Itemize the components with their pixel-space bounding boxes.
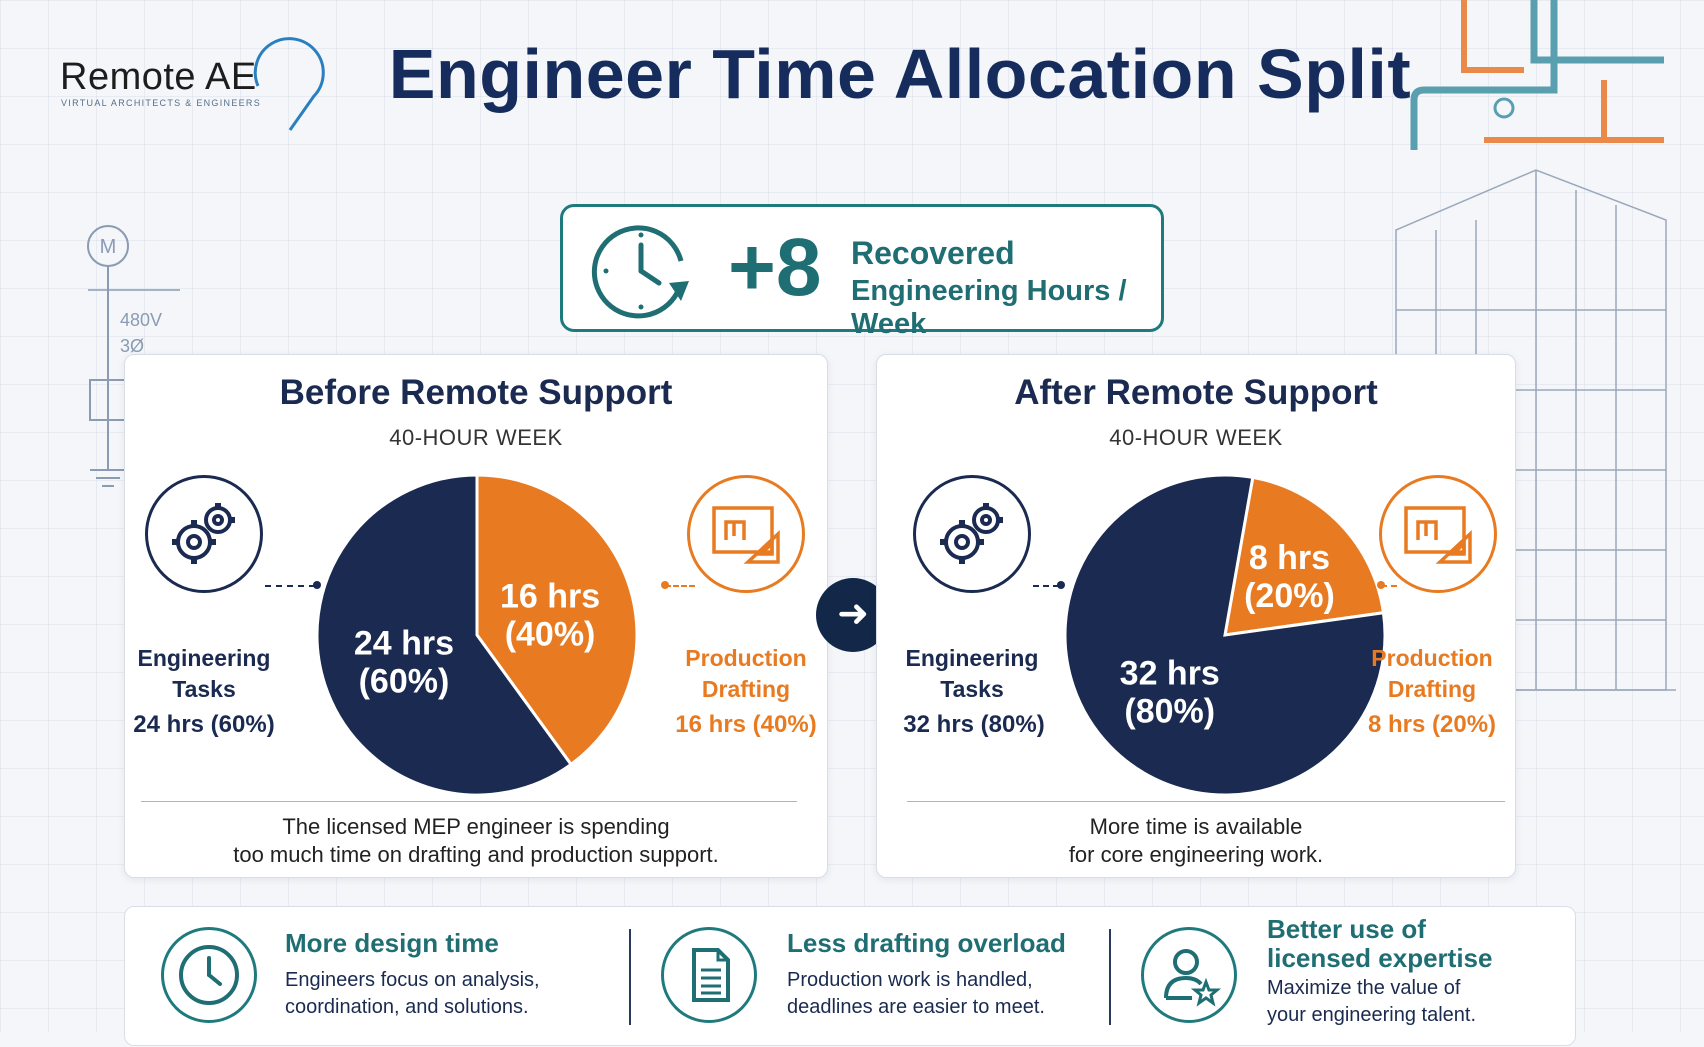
piping-decoration bbox=[1410, 0, 1664, 150]
drafting-blueprint-icon bbox=[687, 475, 805, 593]
after-slice-production bbox=[1223, 475, 1386, 637]
benefit-licensed-expertise: Better use of licensed expertise Maximiz… bbox=[1141, 907, 1561, 1047]
before-pie-chart: 16 hrs(40%) 24 hrs(60%) bbox=[315, 473, 639, 797]
benefit-text-line1: Engineers focus on analysis, bbox=[285, 969, 540, 991]
document-icon bbox=[661, 927, 757, 1023]
voltage-label: 480V bbox=[120, 310, 162, 330]
before-panel: Before Remote Support 40-HOUR WEEK Engin… bbox=[124, 354, 828, 878]
hours-per-week-label: Engineering Hours / Week bbox=[851, 275, 1127, 340]
after-engineering-label: Engineering Tasks bbox=[887, 643, 1057, 705]
before-engineering-value: 24 hrs (60%) bbox=[133, 711, 275, 738]
after-production-label-line2: Drafting bbox=[1387, 676, 1477, 702]
before-divider bbox=[141, 801, 797, 802]
phase-label: 3Ø bbox=[120, 336, 144, 356]
after-caption-line2: for core engineering work. bbox=[1068, 842, 1324, 867]
page-title: Engineer Time Allocation Split bbox=[388, 35, 1412, 113]
after-slice-hours-label: 32 hrs bbox=[1120, 654, 1220, 692]
clock-refresh-icon bbox=[591, 225, 689, 319]
recovered-label: Recovered bbox=[851, 235, 1015, 271]
clock-icon bbox=[161, 927, 257, 1023]
benefit-heading-line1: Better use of bbox=[1267, 914, 1426, 944]
benefit-heading-line2: licensed expertise bbox=[1267, 943, 1493, 973]
benefits-bar: More design time Engineers focus on anal… bbox=[124, 906, 1576, 1046]
motor-label: M bbox=[100, 236, 117, 258]
before-caption-line2: too much time on drafting and production… bbox=[233, 842, 719, 867]
engineering-gears-icon bbox=[145, 475, 263, 593]
after-engineering-label-line2: Tasks bbox=[940, 676, 1004, 702]
production-connector bbox=[1381, 585, 1397, 587]
before-engineering-label: Engineering Tasks bbox=[119, 643, 289, 705]
benefit-heading: Less drafting overload bbox=[787, 928, 1066, 958]
benefit-text: Engineers focus on analysis, coordinatio… bbox=[285, 967, 540, 1021]
production-connector bbox=[665, 585, 695, 587]
after-production-label: Production Drafting bbox=[1347, 643, 1517, 705]
user-star-icon bbox=[1141, 927, 1237, 1023]
recovered-hours-banner: +8 Recovered Engineering Hours / Week bbox=[560, 204, 1164, 340]
engineering-connector bbox=[265, 585, 315, 587]
benefit-separator bbox=[1109, 929, 1111, 1025]
before-production-value: 16 hrs (40%) bbox=[675, 711, 817, 738]
after-production-label-line1: Production bbox=[1371, 645, 1493, 671]
after-slice-hours-label: 8 hrs bbox=[1249, 539, 1330, 577]
after-title: After Remote Support bbox=[1014, 373, 1378, 412]
after-caption: More time is available for core engineer… bbox=[877, 813, 1515, 869]
benefit-text-line2: your engineering talent. bbox=[1267, 1004, 1477, 1026]
before-engineering-label-line1: Engineering bbox=[137, 645, 271, 671]
engineering-connector bbox=[1033, 585, 1059, 587]
after-pie-chart: 8 hrs(20%) 32 hrs(80%) bbox=[1063, 473, 1387, 797]
after-engineering-value: 32 hrs (80%) bbox=[903, 711, 1045, 738]
after-panel: After Remote Support 40-HOUR WEEK Engine… bbox=[876, 354, 1516, 878]
benefit-heading: More design time bbox=[285, 928, 499, 958]
electrical-schematic-decoration: M 480V 3Ø bbox=[87, 225, 180, 487]
after-engineering-label-line1: Engineering bbox=[905, 645, 1039, 671]
production-connector-dot bbox=[661, 581, 669, 589]
before-subtitle: 40-HOUR WEEK bbox=[389, 425, 563, 450]
after-caption-line1: More time is available bbox=[1089, 814, 1303, 839]
after-slice-percent-label: (20%) bbox=[1244, 577, 1335, 615]
before-slice-hours-label: 24 hrs bbox=[354, 625, 454, 663]
location-pin-icon bbox=[253, 37, 325, 131]
before-slice-percent-label: (60%) bbox=[359, 663, 450, 701]
brand-tagline: VIRTUAL ARCHITECTS & ENGINEERS bbox=[61, 98, 262, 108]
brand-logo: Remote AE VIRTUAL ARCHITECTS & ENGINEERS bbox=[58, 37, 325, 148]
before-slice-hours-label: 16 hrs bbox=[500, 577, 600, 615]
benefit-text-line1: Maximize the value of bbox=[1267, 977, 1461, 999]
before-production-label-line1: Production bbox=[685, 645, 807, 671]
benefit-separator bbox=[629, 929, 631, 1025]
benefit-text-line1: Production work is handled, bbox=[787, 969, 1033, 991]
before-title: Before Remote Support bbox=[279, 373, 673, 412]
production-connector-dot bbox=[1377, 581, 1385, 589]
benefit-less-drafting: Less drafting overload Production work i… bbox=[661, 907, 1101, 1047]
benefit-text: Production work is handled, deadlines ar… bbox=[787, 967, 1045, 1021]
benefit-design-time: More design time Engineers focus on anal… bbox=[161, 907, 601, 1047]
after-production-value: 8 hrs (20%) bbox=[1367, 711, 1497, 738]
brand-name: Remote AE bbox=[60, 56, 257, 98]
benefit-text-line2: coordination, and solutions. bbox=[285, 996, 529, 1018]
before-production-label: Production Drafting bbox=[661, 643, 831, 705]
after-subtitle: 40-HOUR WEEK bbox=[1109, 425, 1283, 450]
after-divider bbox=[907, 801, 1505, 802]
before-slice-engineering bbox=[315, 473, 574, 797]
engineering-connector-dot bbox=[313, 581, 321, 589]
benefit-text: Maximize the value of your engineering t… bbox=[1267, 975, 1476, 1029]
before-caption: The licensed MEP engineer is spending to… bbox=[125, 813, 827, 869]
before-slice-production bbox=[475, 473, 639, 767]
before-slice-percent-label: (40%) bbox=[505, 615, 596, 653]
benefit-heading: Better use of licensed expertise bbox=[1267, 915, 1492, 973]
before-caption-line1: The licensed MEP engineer is spending bbox=[282, 814, 670, 839]
engineering-connector-dot bbox=[1057, 581, 1065, 589]
before-production-label-line2: Drafting bbox=[701, 676, 791, 702]
drafting-blueprint-icon bbox=[1379, 475, 1497, 593]
engineering-gears-icon bbox=[913, 475, 1031, 593]
after-slice-percent-label: (80%) bbox=[1124, 692, 1215, 730]
recovered-hours-value: +8 bbox=[728, 222, 822, 313]
before-engineering-label-line2: Tasks bbox=[172, 676, 236, 702]
benefit-text-line2: deadlines are easier to meet. bbox=[787, 996, 1045, 1018]
after-slice-engineering bbox=[1063, 473, 1387, 797]
